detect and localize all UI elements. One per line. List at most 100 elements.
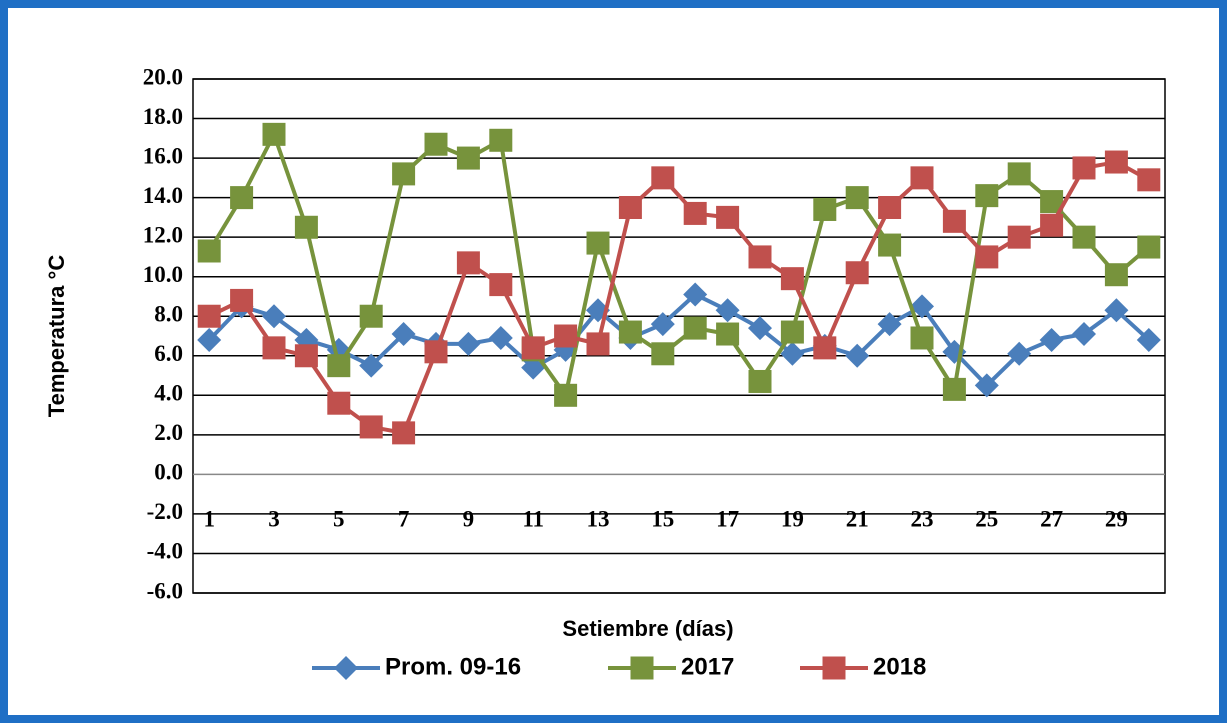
y-tick-label: -4.0	[147, 539, 183, 564]
x-tick-label: 11	[522, 507, 544, 532]
y-tick-label: 4.0	[154, 381, 183, 406]
marker	[910, 294, 934, 319]
y-tick-label: 12.0	[143, 222, 183, 247]
y-axis-title: Temperatura °C	[44, 255, 69, 418]
y-tick-label: 8.0	[154, 302, 183, 327]
marker	[715, 298, 740, 323]
marker	[845, 261, 869, 285]
legend-label: Prom. 09-16	[385, 653, 521, 680]
marker	[748, 369, 772, 393]
marker	[1137, 235, 1161, 259]
marker	[651, 342, 675, 366]
marker	[942, 209, 966, 233]
marker	[1104, 263, 1128, 287]
plot-area	[192, 78, 1166, 594]
marker	[327, 354, 351, 378]
marker	[521, 336, 545, 360]
x-tick-label: 3	[268, 507, 280, 532]
marker	[489, 273, 513, 297]
marker	[845, 343, 870, 368]
marker	[716, 322, 740, 346]
y-tick-label: 2.0	[154, 420, 183, 445]
marker	[877, 312, 902, 337]
marker	[780, 267, 804, 291]
x-axis-title: Setiembre (días)	[562, 616, 733, 641]
marker	[1007, 341, 1032, 366]
marker	[974, 373, 999, 398]
legend-marker	[822, 656, 846, 680]
marker	[975, 184, 999, 208]
marker	[1072, 225, 1096, 249]
marker	[650, 312, 675, 337]
marker	[230, 186, 254, 210]
marker	[197, 239, 221, 263]
marker	[327, 391, 351, 415]
marker	[748, 316, 772, 341]
y-tick-label: 14.0	[143, 183, 183, 208]
marker	[942, 377, 966, 401]
x-tick-label: 15	[651, 507, 674, 532]
marker	[262, 304, 286, 329]
marker	[197, 327, 222, 352]
marker	[1072, 156, 1096, 180]
marker	[910, 166, 934, 190]
marker	[618, 196, 642, 219]
y-tick-label: -2.0	[147, 499, 183, 524]
marker	[586, 231, 610, 255]
marker	[878, 233, 902, 257]
x-tick-label: 1	[203, 507, 215, 532]
x-tick-label: 27	[1040, 507, 1063, 532]
marker	[489, 128, 513, 152]
marker	[456, 251, 480, 275]
marker	[294, 344, 318, 368]
x-tick-label: 23	[911, 507, 934, 532]
marker	[456, 331, 481, 356]
legend-marker	[630, 656, 654, 680]
x-tick-label: 19	[781, 507, 804, 532]
marker	[683, 316, 707, 340]
marker	[780, 341, 805, 366]
marker	[813, 197, 837, 221]
y-tick-label: 0.0	[154, 460, 183, 485]
marker	[554, 383, 578, 407]
x-tick-label: 17	[716, 507, 739, 532]
marker	[975, 245, 999, 269]
marker	[1104, 150, 1128, 174]
marker	[1007, 162, 1031, 186]
marker	[910, 326, 934, 350]
marker	[1007, 225, 1031, 249]
marker	[424, 132, 448, 156]
y-tick-label: 6.0	[154, 341, 183, 366]
marker	[586, 332, 610, 356]
marker	[359, 353, 384, 378]
marker	[878, 196, 902, 219]
x-tick-label: 21	[846, 507, 869, 532]
y-tick-label: 16.0	[143, 143, 183, 168]
marker	[294, 215, 318, 239]
x-tick-label: 29	[1105, 507, 1128, 532]
marker	[813, 336, 837, 360]
legend-marker	[334, 656, 358, 680]
marker	[683, 282, 708, 307]
marker	[1072, 322, 1096, 347]
marker	[716, 205, 740, 229]
x-tick-label: 5	[333, 507, 345, 532]
x-tick-label: 13	[587, 507, 610, 532]
x-tick-label: 25	[975, 507, 998, 532]
marker	[359, 415, 383, 439]
marker	[230, 288, 254, 312]
marker	[392, 162, 416, 186]
marker	[391, 322, 416, 347]
legend-label: 2017	[681, 653, 734, 680]
y-tick-label: -6.0	[147, 578, 183, 603]
marker	[262, 122, 286, 146]
marker	[651, 166, 675, 190]
marker	[424, 340, 448, 364]
marker	[780, 320, 804, 344]
marker	[618, 320, 642, 344]
x-tick-label: 9	[463, 507, 475, 532]
marker	[392, 421, 416, 445]
marker	[1040, 213, 1064, 237]
marker	[748, 245, 772, 269]
